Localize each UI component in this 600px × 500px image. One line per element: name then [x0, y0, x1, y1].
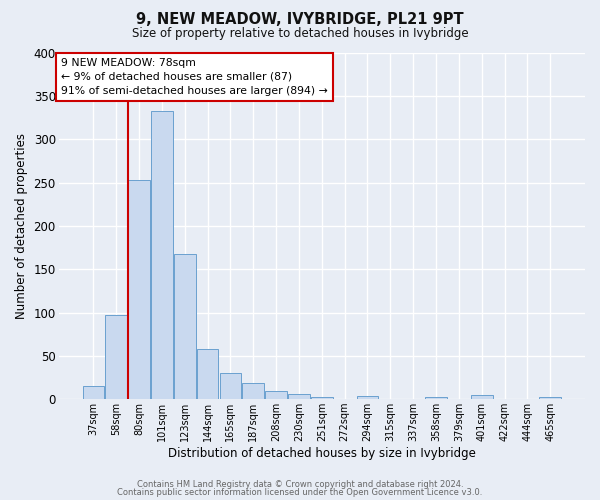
Bar — [220, 373, 241, 399]
Bar — [83, 386, 104, 399]
Text: Size of property relative to detached houses in Ivybridge: Size of property relative to detached ho… — [131, 28, 469, 40]
X-axis label: Distribution of detached houses by size in Ivybridge: Distribution of detached houses by size … — [168, 447, 476, 460]
Bar — [242, 382, 264, 399]
Bar — [151, 110, 173, 399]
Bar — [539, 396, 561, 399]
Bar — [356, 396, 379, 399]
Text: 9, NEW MEADOW, IVYBRIDGE, PL21 9PT: 9, NEW MEADOW, IVYBRIDGE, PL21 9PT — [136, 12, 464, 26]
Bar — [288, 394, 310, 399]
Bar — [425, 396, 447, 399]
Text: Contains public sector information licensed under the Open Government Licence v3: Contains public sector information licen… — [118, 488, 482, 497]
Bar — [471, 395, 493, 399]
Text: Contains HM Land Registry data © Crown copyright and database right 2024.: Contains HM Land Registry data © Crown c… — [137, 480, 463, 489]
Y-axis label: Number of detached properties: Number of detached properties — [15, 133, 28, 319]
Bar — [128, 180, 150, 399]
Bar — [174, 254, 196, 399]
Text: 9 NEW MEADOW: 78sqm
← 9% of detached houses are smaller (87)
91% of semi-detache: 9 NEW MEADOW: 78sqm ← 9% of detached hou… — [61, 58, 328, 96]
Bar — [106, 315, 127, 399]
Bar — [197, 349, 218, 399]
Bar — [265, 390, 287, 399]
Bar — [311, 396, 332, 399]
